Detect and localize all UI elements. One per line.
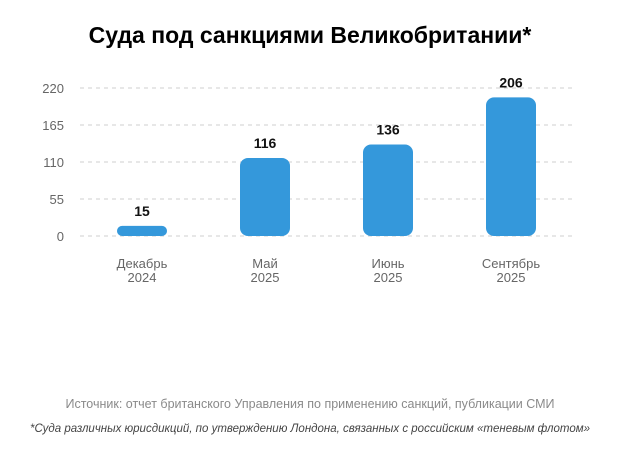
x-tick-label-month: Июнь bbox=[371, 256, 404, 271]
value-label: 136 bbox=[376, 122, 400, 138]
x-tick-label-month: Декабрь bbox=[117, 256, 168, 271]
value-labels: 15 116 136 206 bbox=[134, 74, 523, 218]
chart-title: Суда под санкциями Великобритании* bbox=[88, 22, 532, 48]
x-tick-label-month: Сентябрь bbox=[482, 256, 540, 271]
y-tick-label: 0 bbox=[57, 229, 64, 244]
source-note: Источник: отчет британского Управления п… bbox=[65, 397, 555, 411]
gridlines bbox=[80, 87, 575, 237]
y-tick-label: 110 bbox=[43, 155, 64, 170]
value-label: 116 bbox=[254, 135, 277, 151]
footnote: *Суда различных юрисдикций, по утвержден… bbox=[29, 423, 591, 435]
x-tick-label-year: 2024 bbox=[128, 270, 157, 285]
bars bbox=[117, 97, 536, 236]
bar bbox=[486, 97, 536, 236]
x-tick-label-year: 2025 bbox=[251, 270, 280, 285]
bar bbox=[117, 225, 167, 236]
bar bbox=[240, 157, 290, 236]
y-tick-label: 55 bbox=[50, 192, 64, 207]
y-tick-label: 165 bbox=[42, 118, 64, 133]
bar bbox=[363, 144, 413, 236]
x-tick-label-year: 2025 bbox=[374, 270, 403, 285]
x-tick-label-month: Май bbox=[252, 256, 277, 271]
y-axis-ticks: 0 55 110 165 220 bbox=[42, 81, 64, 244]
y-tick-label: 220 bbox=[42, 81, 64, 96]
value-label: 15 bbox=[134, 203, 150, 219]
x-tick-label-year: 2025 bbox=[497, 270, 526, 285]
value-label: 206 bbox=[499, 74, 523, 90]
